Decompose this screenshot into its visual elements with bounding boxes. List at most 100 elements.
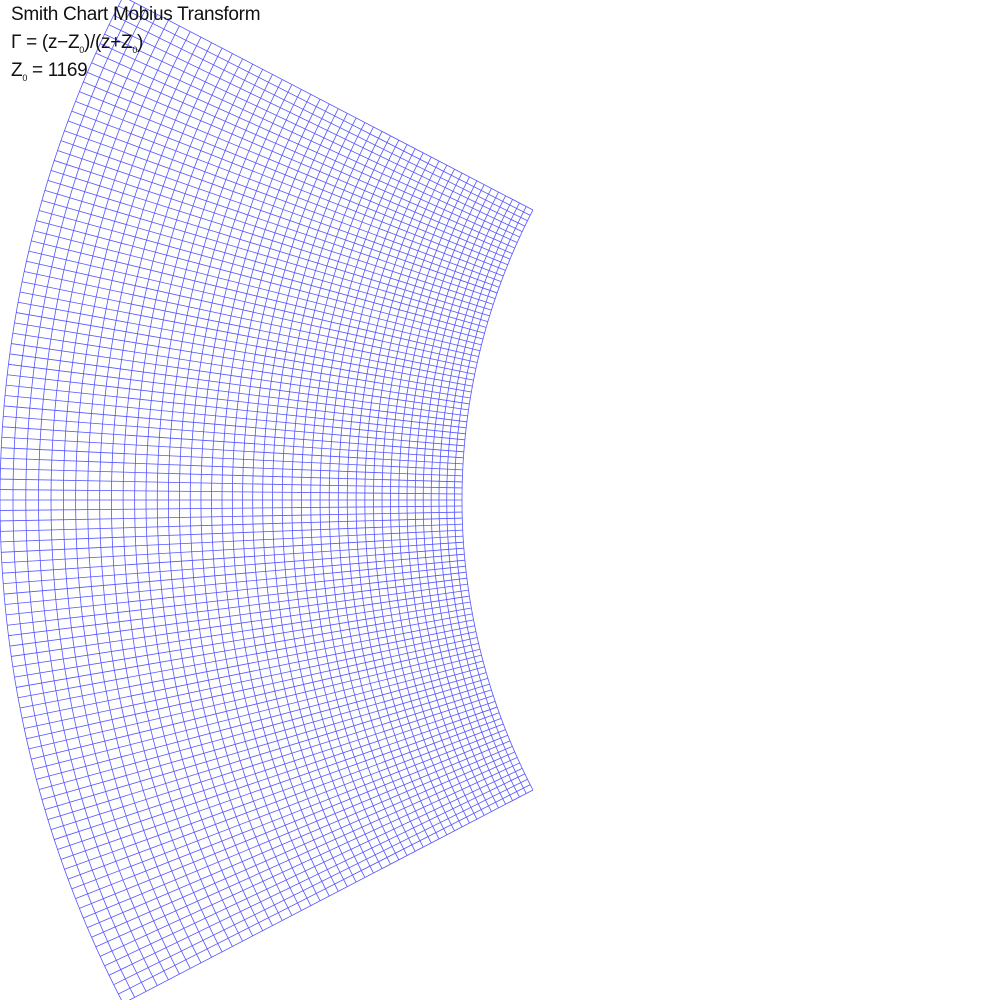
grid-spoke <box>1 535 464 564</box>
grid-spoke <box>91 751 515 938</box>
grid-spoke <box>54 160 494 305</box>
grid-spoke <box>79 734 508 909</box>
grid-spoke <box>54 695 494 840</box>
grid-spoke <box>21 281 475 375</box>
grid-spoke <box>71 723 504 890</box>
grid-spoke <box>4 559 465 605</box>
grid-spoke <box>1 447 463 471</box>
grid-spoke <box>7 374 467 429</box>
grid-spoke <box>16 607 472 688</box>
grid-spoke <box>64 130 500 288</box>
grid-spoke <box>50 689 492 830</box>
grid-spoke <box>24 271 477 369</box>
grid-spoke <box>18 613 473 699</box>
grid-spoke <box>24 631 477 729</box>
grid-spoke <box>0 468 463 483</box>
grid-spoke <box>1 529 463 553</box>
grid-spoke <box>14 601 471 678</box>
grid-spoke <box>91 62 515 249</box>
grid-spoke <box>71 110 504 277</box>
formula-part-3: ) <box>137 32 144 53</box>
grid-spoke <box>8 363 467 423</box>
grid-spoke <box>50 170 492 311</box>
grid-spoke <box>26 260 478 363</box>
grid-spoke <box>4 395 465 441</box>
grid-spoke <box>118 5 531 216</box>
grid-spoke <box>60 140 498 294</box>
grid-spoke <box>44 190 488 323</box>
grid-spoke <box>12 332 470 405</box>
grid-spoke <box>41 672 487 800</box>
grid-spoke <box>75 100 506 271</box>
grid-spoke <box>75 729 506 900</box>
grid-spoke <box>9 353 468 417</box>
grid-spoke <box>83 81 511 260</box>
grid-spoke <box>28 250 479 357</box>
grid-spoke <box>99 43 520 238</box>
grid-spoke <box>0 457 463 477</box>
grid-spoke <box>108 773 526 976</box>
grid-spoke <box>31 648 481 760</box>
grid-spoke <box>0 511 463 522</box>
grid-spoke <box>6 384 466 435</box>
grid-spoke <box>39 210 485 334</box>
grid-spoke <box>79 91 508 266</box>
grid-spoke <box>41 200 487 328</box>
grid-spoke <box>67 120 502 282</box>
grid-spoke <box>0 489 463 495</box>
grid-spoke <box>0 523 463 543</box>
grid-spoke <box>3 547 464 585</box>
grid-spoke <box>11 343 469 411</box>
z0-value: = 1169 <box>27 60 88 81</box>
z0-symbol: Z <box>11 60 23 81</box>
grid-spoke <box>95 757 518 948</box>
formula-subscript-2: 0 <box>132 45 138 55</box>
grid-spoke <box>47 179 490 317</box>
grid-spoke <box>8 577 467 637</box>
grid-spoke <box>104 768 523 967</box>
grid-spoke <box>113 778 528 986</box>
grid-spoke <box>47 683 490 821</box>
grid-spoke <box>57 150 496 300</box>
caption-block: Smith Chart Mobius Transform Γ = (z−Z0)/… <box>11 4 261 89</box>
grid-spoke <box>19 619 474 709</box>
reference-impedance: Z0 = 1169 <box>11 61 260 89</box>
grid-arc <box>454 206 527 794</box>
grid-spoke <box>104 33 523 232</box>
grid-spoke <box>95 52 518 243</box>
grid-spoke <box>28 643 479 750</box>
grid-spoke <box>31 240 481 352</box>
grid-spoke <box>26 637 478 740</box>
grid-spoke <box>83 740 511 919</box>
z0-subscript: 0 <box>22 73 28 83</box>
transform-formula: Γ = (z−Z0)/(z+Z0) <box>11 33 260 61</box>
grid-spoke <box>44 677 488 810</box>
grid-spoke <box>118 784 531 995</box>
grid-spoke <box>39 666 485 790</box>
grid-spoke <box>113 14 528 222</box>
grid-spoke <box>19 291 474 381</box>
grid-spoke <box>1 436 464 465</box>
grid-spoke <box>7 571 467 626</box>
grid-spoke <box>87 71 513 254</box>
grid-spoke <box>14 322 471 399</box>
formula-part-1: Γ = (z−Z <box>11 32 80 53</box>
grid-spoke <box>36 220 484 340</box>
formula-part-2: )/(z+Z <box>83 32 133 53</box>
grid-spoke <box>0 478 463 489</box>
grid-spoke <box>128 0 534 211</box>
grid-spoke <box>21 625 475 719</box>
formula-subscript-1: 0 <box>79 45 84 55</box>
grid-spoke <box>4 553 465 595</box>
grid-spoke <box>87 746 513 929</box>
grid-spoke <box>128 789 534 1000</box>
chart-title: Smith Chart Mobius Transform <box>11 4 261 25</box>
grid-spoke <box>12 595 470 668</box>
grid-spoke <box>11 589 469 657</box>
grid-spoke <box>2 541 464 574</box>
grid-spoke <box>9 583 468 647</box>
grid-spoke <box>6 565 466 616</box>
grid-arc <box>0 0 122 1000</box>
grid-spoke <box>67 718 502 880</box>
